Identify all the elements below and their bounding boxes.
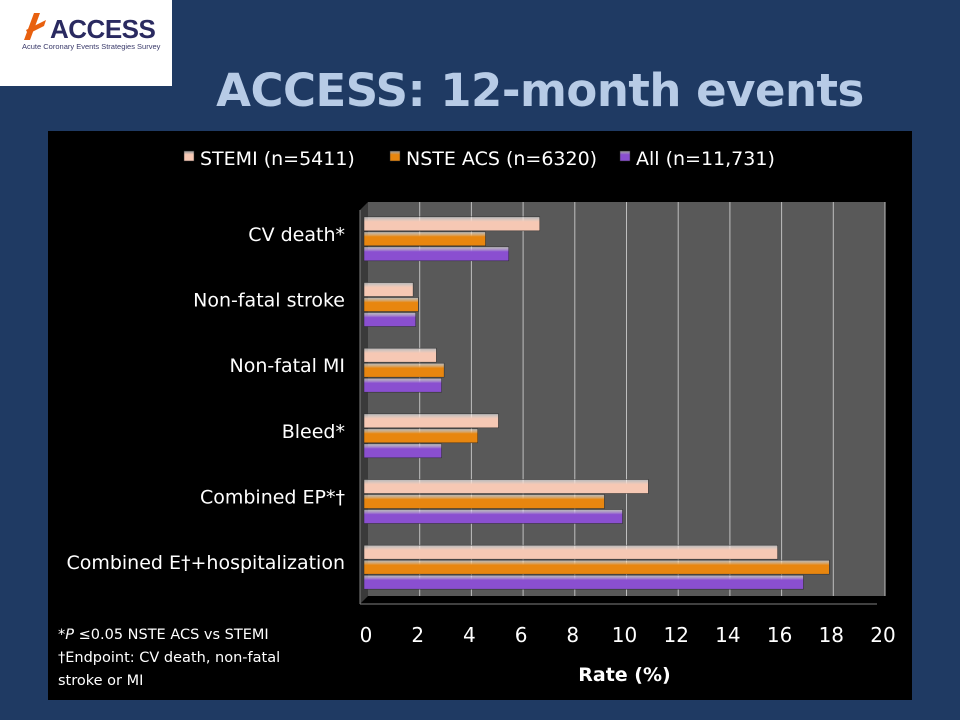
chart-panel: CV death* Non-fatal stroke Non-fatal MI Ble… bbox=[48, 131, 912, 700]
footnote-line-2: †Endpoint: CV death, non-fatal bbox=[58, 650, 281, 666]
logo: ACCESS Acute Coronary Events Strategies … bbox=[0, 0, 172, 86]
legend-entry: All (n=11,731) bbox=[636, 148, 775, 170]
bar bbox=[363, 216, 541, 232]
x-tick-label: 4 bbox=[463, 623, 476, 647]
bar bbox=[363, 231, 486, 247]
x-tick-label: 16 bbox=[767, 623, 792, 647]
slide-title: ACCESS: 12-month events bbox=[216, 64, 864, 117]
category-label: CV death* bbox=[248, 224, 345, 246]
x-tick-label: 18 bbox=[819, 623, 844, 647]
footnotes: *P ≤0.05 NSTE ACS vs STEMI †Endpoint: CV… bbox=[58, 624, 348, 693]
legend-swatch bbox=[183, 150, 195, 162]
x-tick-label: 14 bbox=[715, 623, 740, 647]
x-tick-label: 0 bbox=[360, 623, 373, 647]
legend-swatch bbox=[619, 150, 631, 162]
bar bbox=[363, 362, 445, 378]
logo-name: ACCESS bbox=[50, 14, 156, 44]
access-logo-icon bbox=[24, 13, 46, 40]
bar bbox=[363, 494, 605, 509]
bar bbox=[363, 246, 510, 262]
category-label: Bleed* bbox=[282, 421, 345, 443]
category-label: Non-fatal stroke bbox=[193, 290, 345, 312]
category-label: Non-fatal MI bbox=[230, 355, 345, 377]
x-axis-label: Rate (%) bbox=[578, 664, 670, 686]
footnote-line-1: *P ≤0.05 NSTE ACS vs STEMI bbox=[58, 627, 269, 643]
x-tick-label: 12 bbox=[663, 623, 688, 647]
bar bbox=[363, 282, 414, 297]
x-tick-label: 6 bbox=[515, 623, 528, 647]
x-tick-label: 10 bbox=[612, 623, 637, 647]
legend-entry: STEMI (n=5411) bbox=[200, 148, 355, 170]
bar bbox=[363, 312, 416, 327]
category-label: Combined E†+hospitalization bbox=[66, 552, 345, 574]
bar bbox=[363, 574, 804, 590]
bar bbox=[363, 479, 649, 494]
bar bbox=[363, 297, 419, 312]
bar bbox=[363, 347, 437, 363]
bar bbox=[363, 509, 623, 524]
x-tick-label: 20 bbox=[870, 623, 895, 647]
x-tick-label: 8 bbox=[566, 623, 579, 647]
bar-chart: CV death* Non-fatal stroke Non-fatal MI Ble… bbox=[66, 148, 895, 686]
logo-subtitle: Acute Coronary Events Strategies Survey bbox=[22, 42, 161, 51]
bar bbox=[363, 443, 442, 459]
x-tick-label: 2 bbox=[411, 623, 424, 647]
plot-side-wall bbox=[360, 202, 368, 604]
legend-swatch bbox=[389, 150, 401, 162]
category-label: Combined EP*† bbox=[200, 487, 345, 509]
bar bbox=[363, 413, 499, 429]
bar bbox=[363, 377, 442, 393]
footnote-line-3: stroke or MI bbox=[58, 673, 144, 689]
bar bbox=[363, 544, 778, 560]
bar bbox=[363, 428, 478, 444]
legend-entry: NSTE ACS (n=6320) bbox=[406, 148, 597, 170]
bar bbox=[363, 559, 830, 575]
